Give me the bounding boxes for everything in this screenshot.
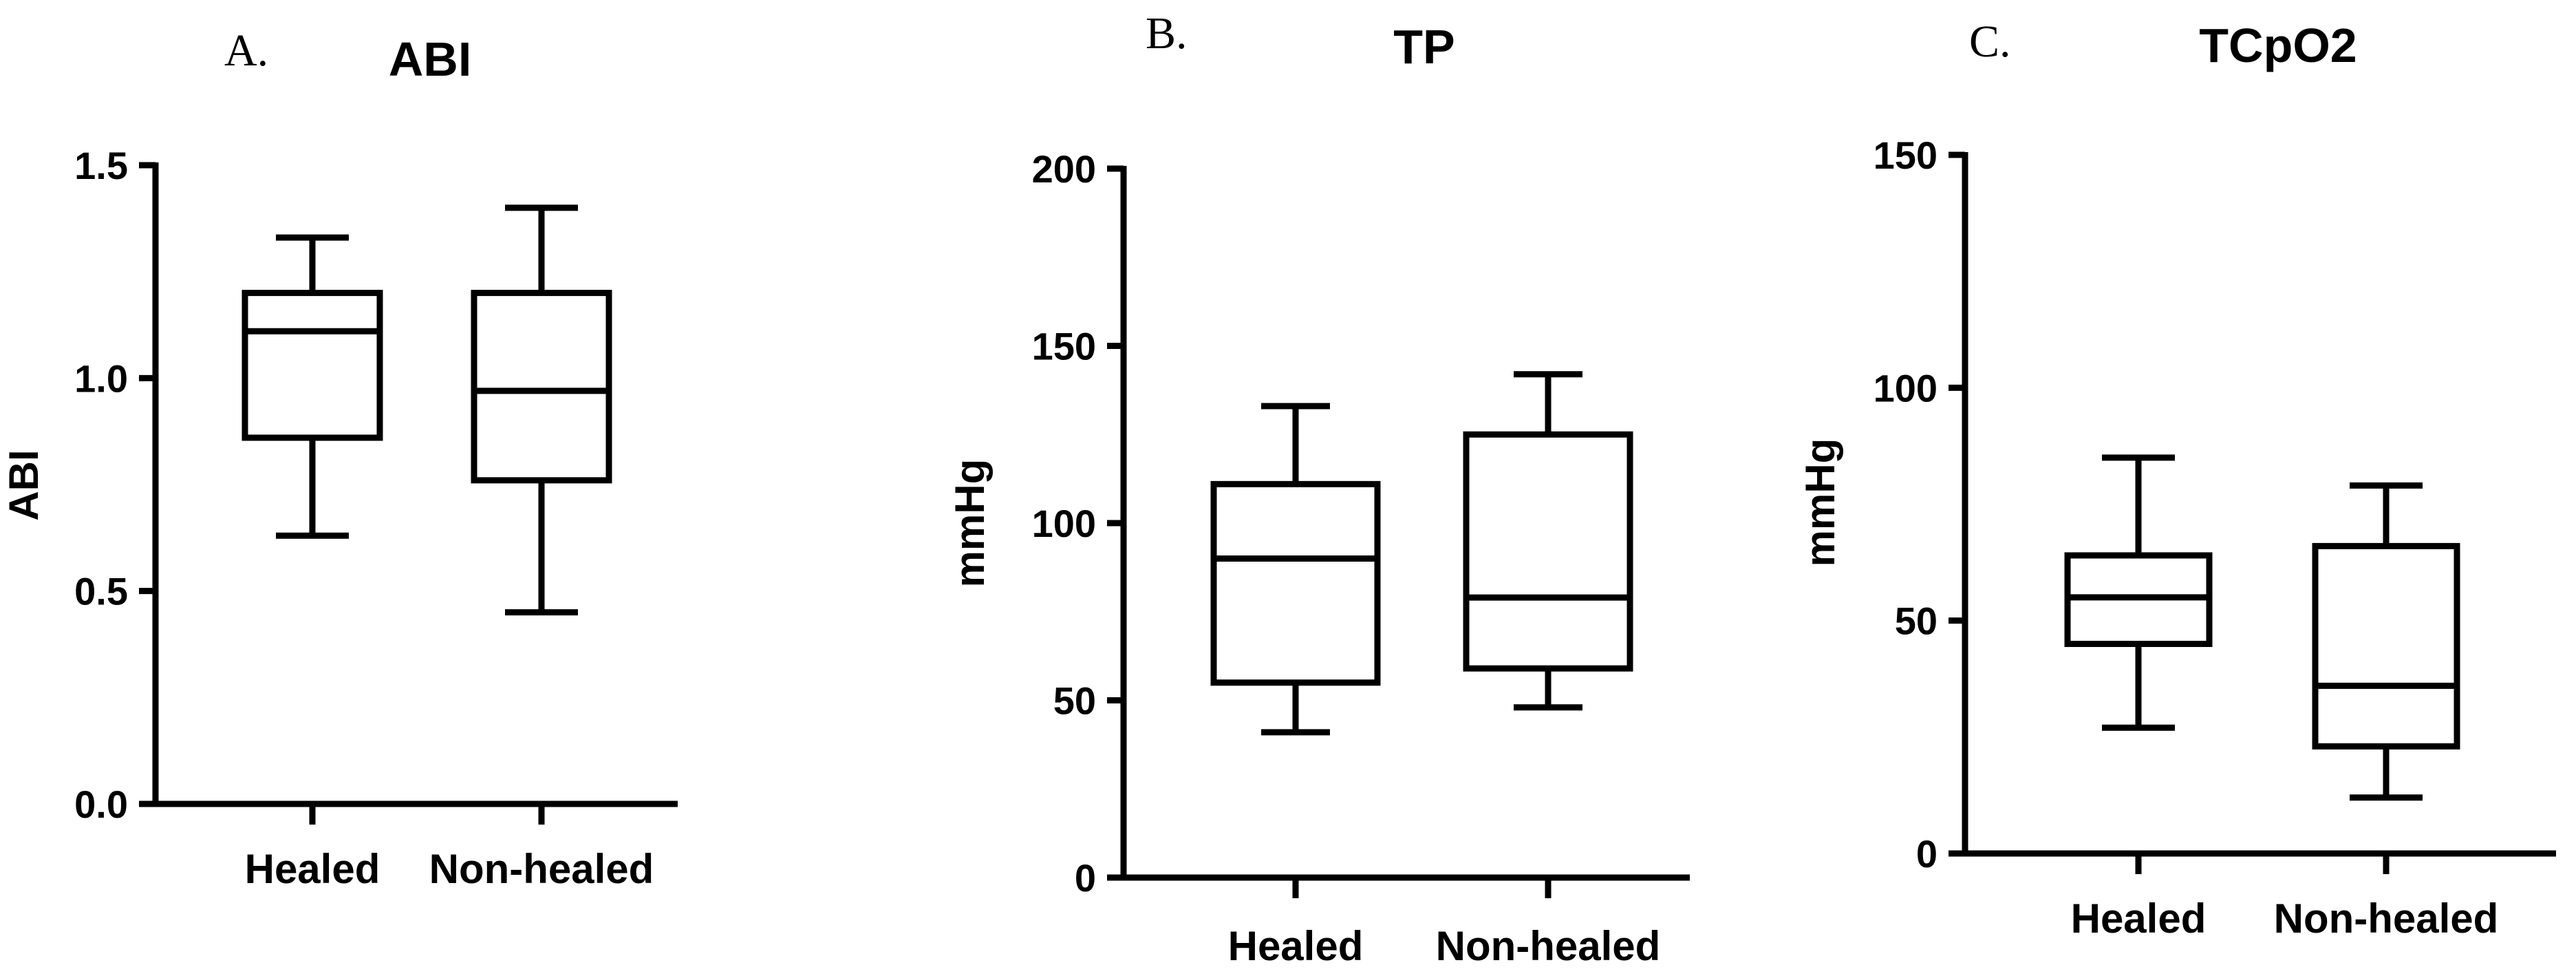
box-plot-non-healed xyxy=(471,204,612,616)
y-tick-label: 50 xyxy=(1895,600,1938,643)
iqr-box xyxy=(1210,480,1381,686)
box-plot-healed xyxy=(242,234,383,539)
y-tick-label: 150 xyxy=(1032,325,1096,368)
box-plot-non-healed xyxy=(1463,371,1633,711)
panel-a: A. ABI ABI 0.0 0.5 1.0 1.5 Healed Non-healed xyxy=(1,25,678,892)
box-plot-non-healed xyxy=(2312,482,2460,801)
y-tick-label: 100 xyxy=(1032,502,1096,545)
panel-c: C. TCpO2 mmHg 0 50 100 150 Healed Non-healed xyxy=(1797,17,2556,942)
y-axis-label: ABI xyxy=(1,449,47,520)
chart-title: TP xyxy=(1393,20,1455,74)
iqr-box xyxy=(2312,542,2460,750)
y-axis-label: mmHg xyxy=(947,459,993,588)
x-category-label: Healed xyxy=(1228,923,1364,969)
y-tick-label: 1.5 xyxy=(74,144,128,187)
x-category-label: Non-healed xyxy=(429,846,654,892)
y-tick-label: 50 xyxy=(1053,679,1096,723)
panel-letter: A. xyxy=(224,25,268,76)
panel-letter: B. xyxy=(1146,8,1188,59)
y-tick-label: 0.0 xyxy=(74,783,128,826)
panel-letter: C. xyxy=(1969,17,2011,67)
y-tick-label: 200 xyxy=(1032,147,1096,191)
panel-b: B. TP mmHg 0 50 100 150 200 Healed Non-healed xyxy=(947,8,1690,969)
y-tick-label: 100 xyxy=(1874,366,1938,410)
y-tick-label: 0 xyxy=(1916,832,1938,876)
x-category-label: Healed xyxy=(245,846,380,892)
iqr-box xyxy=(242,290,383,441)
x-category-label: Non-healed xyxy=(2274,895,2499,942)
y-tick-label: 1.0 xyxy=(74,357,128,400)
chart-title: ABI xyxy=(389,32,472,86)
y-tick-label: 150 xyxy=(1874,134,1938,177)
chart-title: TCpO2 xyxy=(2199,19,2357,72)
y-axis-label: mmHg xyxy=(1797,438,1843,567)
iqr-box xyxy=(1463,431,1633,672)
box-plot-healed xyxy=(2064,454,2213,731)
x-category-label: Non-healed xyxy=(1436,923,1661,969)
y-tick-label: 0.5 xyxy=(74,570,128,613)
y-tick-label: 0 xyxy=(1075,856,1096,900)
iqr-box xyxy=(471,290,612,484)
box-plot-healed xyxy=(1210,403,1381,736)
x-category-label: Healed xyxy=(2071,895,2207,942)
